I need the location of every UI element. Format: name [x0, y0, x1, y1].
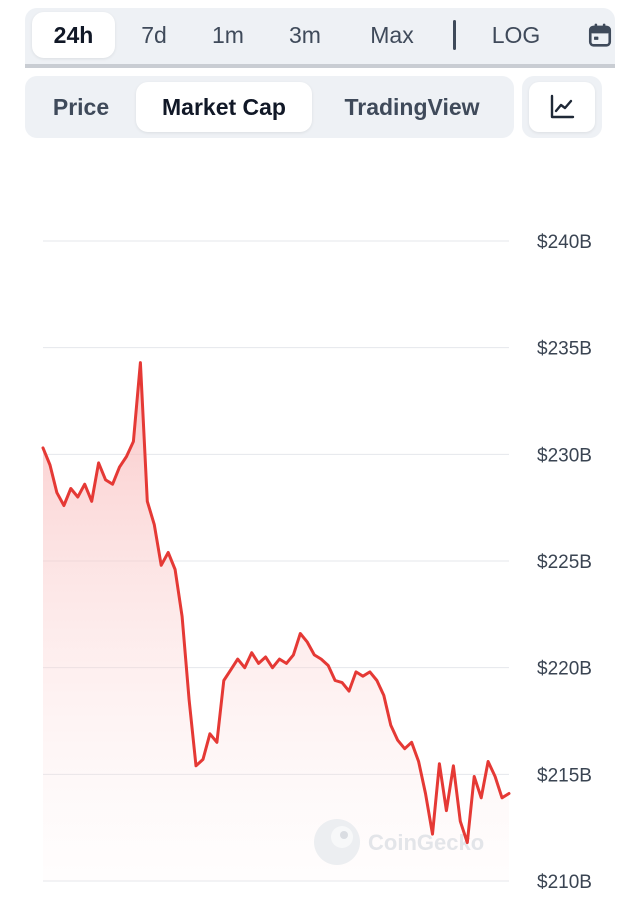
range-tab-1m[interactable]: 1m: [212, 22, 244, 48]
y-axis-tick-label: $215B: [537, 765, 592, 786]
range-tab-max[interactable]: Max: [370, 22, 414, 48]
range-divider: [453, 20, 456, 50]
market-cap-chart: CoinGecko $240B $235B $230B $225B $220B $215B…: [41, 232, 592, 893]
line-chart-icon: [550, 94, 575, 119]
log-scale-toggle[interactable]: LOG: [491, 22, 541, 48]
range-tab-24h[interactable]: 24h: [32, 12, 115, 58]
range-tab-7d[interactable]: 7d: [141, 22, 167, 48]
tab-market-cap[interactable]: Market Cap: [136, 82, 312, 132]
tab-price[interactable]: Price: [52, 94, 110, 120]
chart-style-selector: [522, 76, 602, 138]
tab-tradingview[interactable]: TradingView: [344, 94, 480, 120]
market-cap-line: [41, 361, 511, 845]
y-axis-tick-label: $225B: [537, 552, 592, 573]
line-chart-button[interactable]: [529, 82, 595, 132]
y-axis-tick-label: $210B: [537, 872, 592, 893]
calendar-icon[interactable]: [587, 22, 613, 48]
range-tab-3m[interactable]: 3m: [289, 22, 321, 48]
y-axis-tick-label: $240B: [537, 232, 592, 253]
coingecko-watermark: CoinGecko: [314, 819, 484, 865]
y-axis-tick-label: $220B: [537, 659, 592, 680]
y-axis-tick-label: $230B: [537, 445, 592, 466]
y-axis-tick-label: $235B: [537, 339, 592, 360]
market-cap-area-fill: [43, 362, 509, 882]
chart-type-selector: Price Market Cap TradingView: [25, 76, 514, 138]
time-range-selector: 24h 7d 1m 3m Max LOG: [25, 8, 615, 68]
